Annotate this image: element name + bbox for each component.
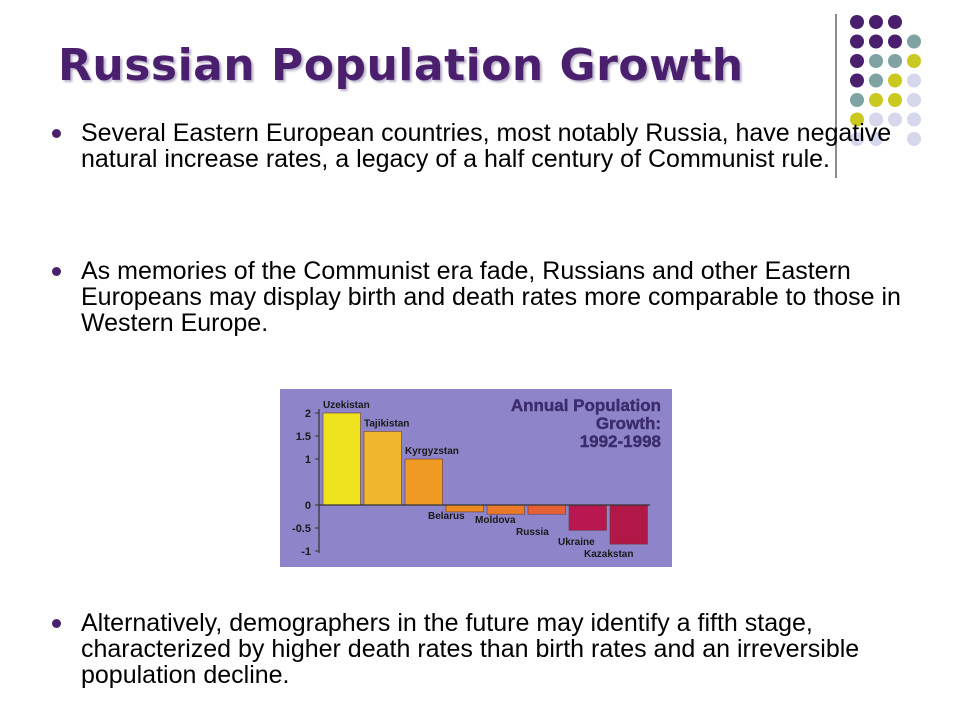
- decorative-dot: [888, 73, 902, 88]
- decorative-dot-grid: [850, 15, 921, 146]
- bar-label: Kazakstan: [584, 549, 633, 560]
- bar-ukraine: [568, 504, 607, 531]
- decorative-dot: [850, 54, 864, 68]
- decorative-dot: [850, 112, 864, 127]
- decorative-dot: [888, 112, 902, 127]
- bar-russia: [527, 504, 566, 515]
- y-tick-label: 1.5: [296, 431, 311, 443]
- bullet-2: As memories of the Communist era fade, R…: [52, 258, 912, 336]
- population-growth-chart: Annual Population Growth: 1992-1998 2 1.5 1 0 -…: [280, 389, 672, 567]
- bullet-3: Alternatively, demographers in the futur…: [52, 610, 912, 688]
- decorative-dot: [869, 132, 883, 146]
- bar-label: Tajikistan: [364, 418, 409, 429]
- decorative-dot: [888, 54, 902, 68]
- decorative-dot: [907, 132, 921, 146]
- bar-label: Russia: [516, 527, 549, 538]
- decorative-dot: [888, 34, 902, 49]
- bar-label: Belarus: [428, 511, 465, 522]
- decorative-dot: [869, 73, 883, 88]
- chart-svg: Annual Population Growth: 1992-1998 2 1.5 1 0 -…: [280, 389, 672, 567]
- bar-uzekistan: [322, 412, 361, 506]
- bullet-text: As memories of the Communist era fade, R…: [81, 257, 901, 337]
- bullet-dot-icon: [52, 267, 61, 276]
- bar-label: Kyrgyzstan: [405, 446, 459, 457]
- bar-moldova: [486, 504, 525, 515]
- decorative-dot: [869, 112, 883, 127]
- decorative-dot: [888, 15, 902, 29]
- bar-kazakstan: [609, 504, 648, 545]
- decorative-dot: [850, 34, 864, 49]
- chart-title-line: 1992-1998: [580, 432, 661, 451]
- y-tick-label: -0.5: [292, 523, 311, 535]
- decorative-dot: [869, 15, 883, 29]
- bar-tajikistan: [363, 431, 402, 506]
- chart-title-line: Growth:: [596, 414, 661, 433]
- bar-label: Ukraine: [558, 537, 595, 548]
- divider-line: [835, 14, 837, 178]
- bullet-text: Alternatively, demographers in the futur…: [81, 609, 860, 689]
- bullet-dot-icon: [52, 129, 61, 138]
- decorative-dot: [907, 73, 921, 88]
- decorative-dot: [869, 54, 883, 68]
- slide-title: Russian Population Growth: [58, 40, 744, 91]
- decorative-dot: [850, 132, 864, 146]
- y-tick-label: 2: [305, 408, 311, 420]
- y-tick-label: 1: [305, 454, 311, 466]
- decorative-dot: [907, 112, 921, 127]
- decorative-dot: [850, 93, 864, 107]
- bar-kyrgyzstan: [404, 458, 443, 506]
- decorative-dot: [850, 15, 864, 29]
- chart-title: Annual Population Growth: 1992-1998: [511, 396, 661, 451]
- chart-title-line: Annual Population: [511, 396, 661, 415]
- bullet-dot-icon: [52, 619, 61, 628]
- decorative-dot: [907, 93, 921, 107]
- y-tick-label: 0: [305, 500, 311, 512]
- decorative-dot: [907, 54, 921, 68]
- bullet-text: Several Eastern European countries, most…: [81, 119, 892, 173]
- decorative-dot: [888, 93, 902, 107]
- decorative-dot: [869, 34, 883, 49]
- decorative-dot: [869, 93, 883, 107]
- bullet-1: Several Eastern European countries, most…: [52, 120, 912, 172]
- bar-label: Moldova: [475, 515, 516, 526]
- decorative-dot: [850, 73, 864, 88]
- y-tick-label: -1: [301, 546, 311, 558]
- bar-label: Uzekistan: [323, 400, 370, 411]
- decorative-dot: [907, 34, 921, 49]
